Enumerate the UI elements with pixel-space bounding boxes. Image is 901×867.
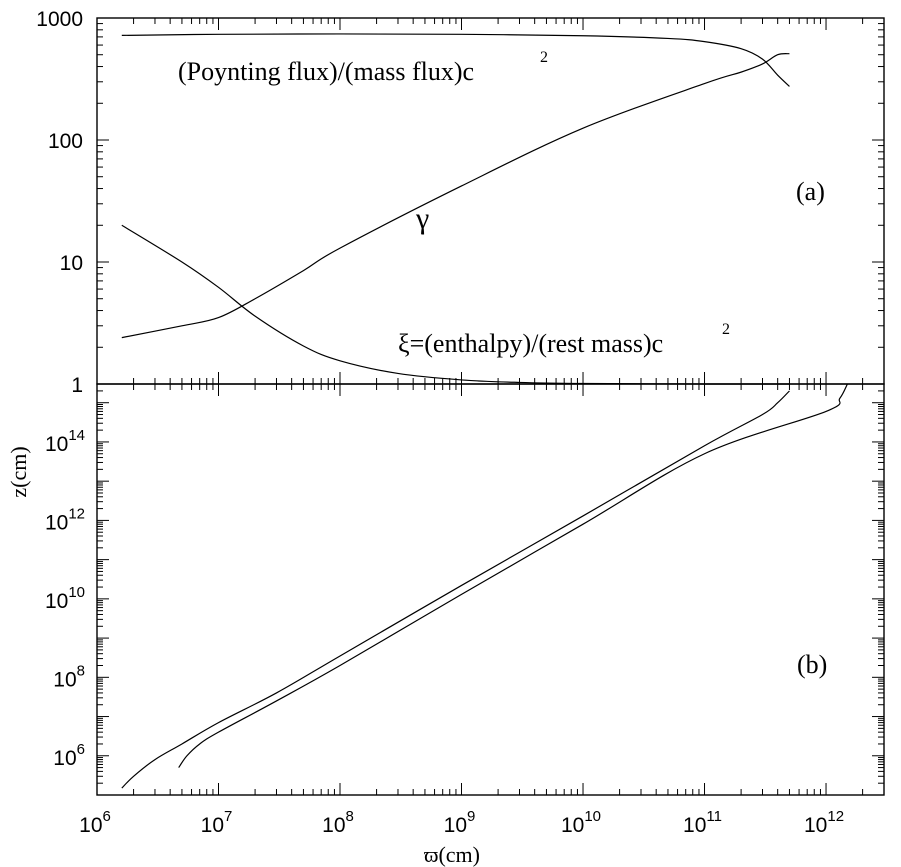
tick-label-base: 10 bbox=[201, 814, 224, 837]
panel-b-y-tick-label: 1014 bbox=[45, 427, 85, 456]
panel-b-frame bbox=[96, 383, 885, 796]
panel-a-y-tick-label: 1 bbox=[71, 374, 83, 397]
tick-label-exponent: 6 bbox=[77, 741, 85, 758]
panel-a-y-tick-label: 1000 bbox=[36, 8, 83, 31]
curve-inner bbox=[121, 390, 790, 789]
tick-label-base: 10 bbox=[45, 511, 68, 534]
annotation-gamma: γ bbox=[415, 202, 429, 235]
x-axis-label: ϖ(cm) bbox=[424, 842, 480, 867]
tick-label-base: 10 bbox=[804, 814, 827, 837]
tick-label-exponent: 6 bbox=[103, 808, 111, 825]
panel-b-label: (b) bbox=[797, 650, 827, 679]
tick-label-exponent: 12 bbox=[68, 505, 85, 522]
tick-label-exponent: 7 bbox=[224, 808, 232, 825]
panel-a-ticks bbox=[96, 17, 885, 385]
y-axis-label: z(cm) bbox=[6, 446, 31, 497]
panel-b-y-tick-label: 1010 bbox=[45, 584, 85, 613]
tick-label-exponent: 14 bbox=[68, 427, 85, 444]
panel-a-y-tick-labels: 1 10 100 1000 bbox=[36, 8, 83, 397]
curve-poynting bbox=[121, 33, 790, 87]
annotation-poynting-sup: 2 bbox=[540, 49, 548, 66]
panel-b-x-tick-label: 1012 bbox=[804, 808, 844, 837]
tick-label-base: 10 bbox=[45, 590, 68, 613]
panel-b-curves bbox=[121, 383, 848, 789]
panel-b-y-tick-label: 108 bbox=[53, 662, 85, 691]
panel-b-x-tick-label: 107 bbox=[201, 808, 233, 837]
curve-gamma bbox=[121, 53, 790, 339]
tick-label-exponent: 8 bbox=[346, 808, 354, 825]
annotation-xi: ξ=(enthalpy)/(rest mass)c bbox=[398, 329, 663, 358]
panel-b-x-tick-label: 109 bbox=[444, 808, 476, 837]
tick-label-exponent: 8 bbox=[77, 662, 85, 679]
tick-label-exponent: 9 bbox=[467, 808, 475, 825]
annotation-xi-sup: 2 bbox=[722, 321, 730, 338]
panel-b-x-tick-label: 1011 bbox=[683, 808, 722, 837]
panel-b-x-tick-labels: 106 107 108 109 1010 1011 1012 bbox=[79, 808, 844, 837]
tick-label-exponent: 10 bbox=[68, 584, 85, 601]
tick-label-base: 10 bbox=[322, 814, 345, 837]
annotation-poynting: (Poynting flux)/(mass flux)c bbox=[178, 57, 474, 86]
tick-label-base: 10 bbox=[53, 747, 76, 770]
tick-label-base: 10 bbox=[79, 814, 102, 837]
panel-b-x-tick-label: 108 bbox=[322, 808, 354, 837]
panel-a-y-tick-label: 10 bbox=[60, 252, 83, 275]
tick-label-exponent: 11 bbox=[706, 808, 722, 825]
panel-a-label: (a) bbox=[796, 177, 825, 206]
panel-b-x-tick-label: 106 bbox=[79, 808, 111, 837]
curve-outer bbox=[178, 383, 848, 768]
tick-label-exponent: 10 bbox=[584, 808, 601, 825]
tick-label-base: 10 bbox=[53, 668, 76, 691]
tick-label-base: 10 bbox=[561, 814, 584, 837]
tick-label-exponent: 12 bbox=[827, 808, 844, 825]
panel-b-y-tick-label: 106 bbox=[53, 741, 85, 770]
panel-a-y-tick-label: 100 bbox=[48, 130, 83, 153]
curve-xi bbox=[121, 224, 790, 385]
tick-label-base: 10 bbox=[683, 814, 706, 837]
panel-b-y-tick-label: 1012 bbox=[45, 505, 85, 534]
panel-b-ticks bbox=[96, 383, 885, 796]
tick-label-base: 10 bbox=[45, 433, 68, 456]
tick-label-base: 10 bbox=[444, 814, 467, 837]
panel-b-x-tick-label: 1010 bbox=[561, 808, 601, 837]
